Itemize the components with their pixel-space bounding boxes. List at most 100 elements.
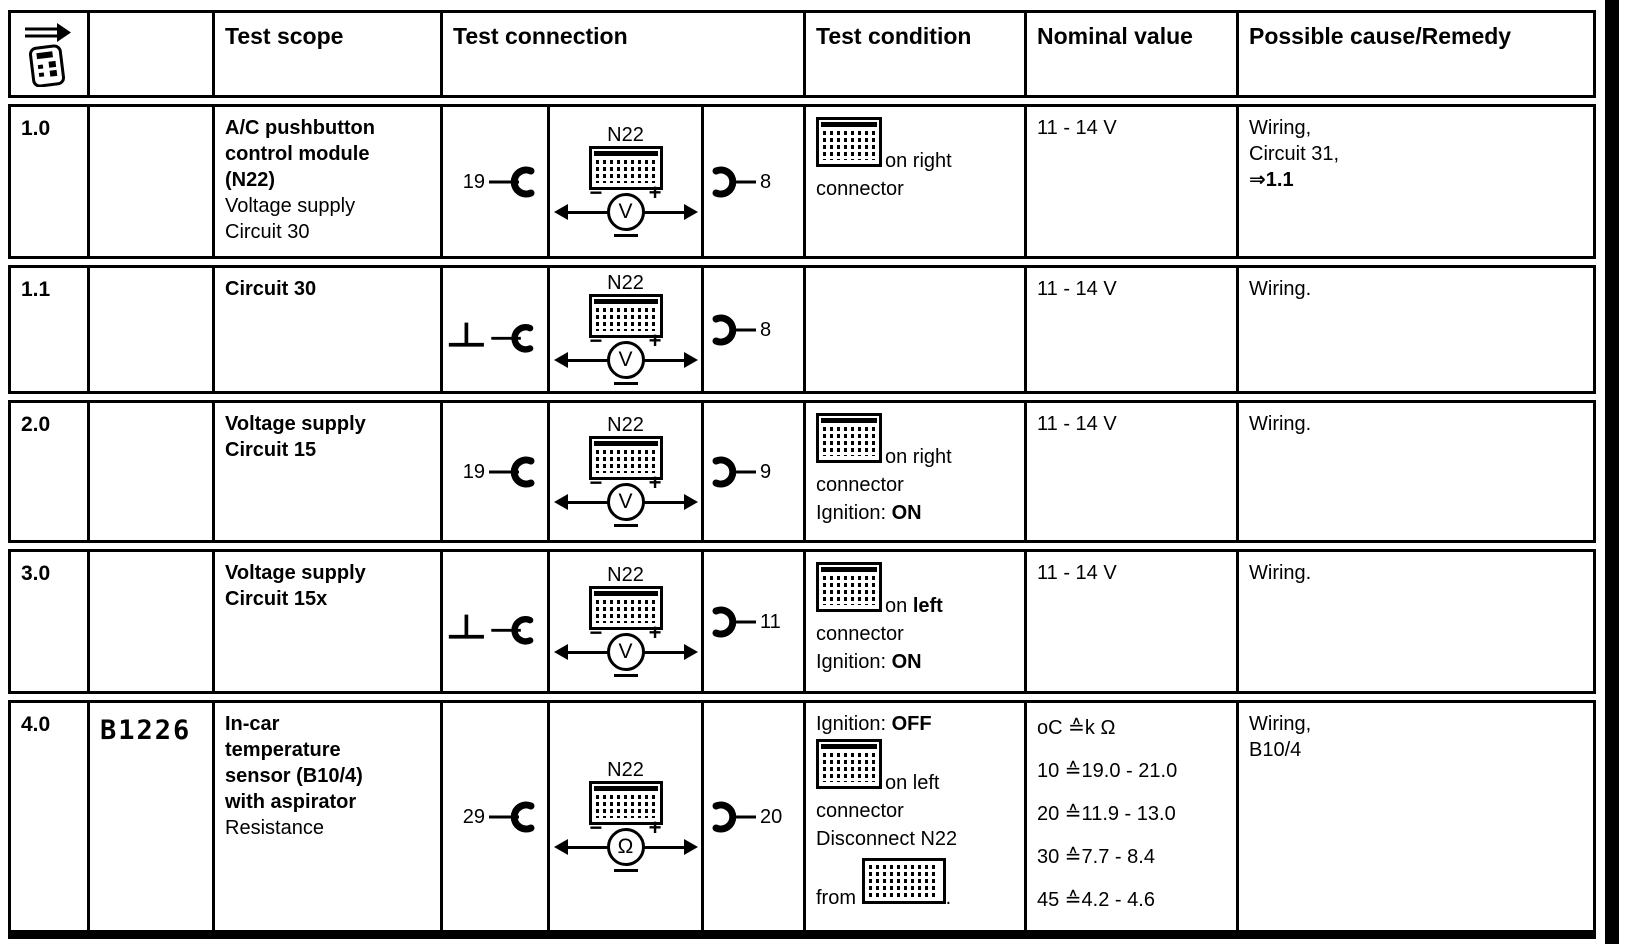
table-row: 1.0 A/C pushbutton control module (N22) … — [8, 104, 1596, 259]
connector-icon — [816, 562, 882, 612]
module-connector-icon — [588, 146, 663, 190]
minus-sign: − — [589, 328, 603, 353]
voltmeter-icon: − + V — [552, 328, 700, 387]
condition-ignition: Ignition: ON — [816, 651, 922, 673]
test-scope-cell: A/C pushbutton control module (N22) Volt… — [212, 107, 440, 256]
test-scope-cell: Voltage supply Circuit 15 — [212, 403, 440, 540]
module-label: N22 — [607, 124, 644, 146]
condition-text: on left — [885, 595, 943, 617]
minus-sign: − — [589, 620, 603, 645]
meter-cell: N22 − + V — [547, 552, 701, 691]
right-pin-cell: 11 — [701, 552, 803, 691]
fault-code — [87, 107, 212, 256]
ohmmeter-icon: − + Ω — [552, 815, 700, 874]
condition-ignition: Ignition: OFF — [816, 713, 932, 735]
left-pin-number: 29 — [462, 805, 485, 828]
fault-code — [87, 403, 212, 540]
arrow-right-icon — [683, 352, 698, 368]
condition-text: connector — [816, 800, 904, 822]
header-tester-cell — [11, 13, 87, 95]
meter-cell: N22 − + Ω — [547, 703, 701, 930]
left-pin-cell: 19 — [440, 107, 547, 256]
header-possible-cause: Possible cause/Remedy — [1236, 13, 1593, 95]
meter-letter: V — [618, 348, 633, 372]
meter-letter: V — [618, 640, 633, 664]
socket-probe-icon — [712, 166, 756, 197]
test-condition-cell: Ignition: OFF on left connector Disconne… — [803, 703, 1024, 930]
condition-text: connector — [816, 474, 904, 496]
test-condition-cell — [803, 268, 1024, 391]
right-pin-number: 8 — [760, 170, 772, 193]
arrow-left-icon — [553, 204, 568, 220]
module-label: N22 — [607, 414, 644, 436]
plus-sign: + — [648, 470, 662, 495]
condition-text: on right — [885, 446, 952, 468]
step-number: 2.0 — [21, 413, 51, 436]
scope-title: In-car temperature sensor (B10/4) with a… — [225, 713, 363, 813]
plus-sign: + — [648, 180, 662, 205]
nominal-value-cell: 11 - 14 V — [1024, 107, 1236, 256]
table-header-row: Test scope Test connection Test conditio… — [8, 10, 1596, 98]
test-scope-cell: Circuit 30 — [212, 268, 440, 391]
header-test-connection: Test connection — [440, 13, 803, 95]
arrow-left-icon — [553, 839, 568, 855]
socket-probe-icon — [712, 314, 756, 345]
condition-ignition: Ignition: ON — [816, 502, 922, 524]
connector-icon — [861, 858, 946, 904]
socket-probe-icon — [489, 801, 535, 832]
impulse-counter-icon — [25, 23, 71, 87]
test-condition-cell: on left connector Ignition: ON — [803, 552, 1024, 691]
scope-title: Circuit 30 — [225, 278, 317, 300]
condition-text: on left — [885, 772, 940, 794]
table-row: 3.0 Voltage supply Circuit 15x N22 − — [8, 549, 1596, 694]
socket-probe-icon — [712, 606, 756, 637]
fault-code — [87, 268, 212, 391]
scope-title: A/C pushbutton control module (N22) — [225, 117, 375, 191]
right-pin-cell: 20 — [701, 703, 803, 930]
step-number: 1.1 — [21, 278, 51, 301]
right-pin-number: 11 — [760, 610, 781, 633]
meter-letter: V — [618, 200, 633, 224]
left-pin-cell — [440, 268, 547, 391]
possible-cause-cell: Wiring, B10/4 — [1236, 703, 1593, 930]
socket-probe-icon — [712, 801, 756, 832]
cause-reference: ⇒1.1 — [1249, 169, 1294, 191]
meter-cell: N22 − + V — [547, 403, 701, 540]
ground-probe-icon — [448, 322, 534, 353]
test-condition-cell: on right connector Ignition: ON — [803, 403, 1024, 540]
left-pin-cell: 19 — [440, 403, 547, 540]
condition-from-line: from . — [816, 858, 1014, 911]
table-row: 2.0 Voltage supply Circuit 15 19 N22 — [8, 400, 1596, 543]
test-scope-cell: Voltage supply Circuit 15x — [212, 552, 440, 691]
possible-cause-cell: Wiring. — [1236, 268, 1593, 391]
plus-sign: + — [648, 328, 662, 353]
module-connector-icon — [588, 294, 663, 338]
right-pin-cell: 8 — [701, 107, 803, 256]
voltmeter-icon: − + V — [552, 620, 700, 679]
ground-probe-icon — [448, 614, 534, 645]
nominal-value-cell: 11 - 14 V — [1024, 268, 1236, 391]
arrow-right-icon — [683, 644, 698, 660]
right-pin-number: 20 — [760, 805, 783, 828]
fault-code: B1226 — [87, 703, 212, 930]
meter-cell: N22 − + V — [547, 107, 701, 256]
connector-icon — [816, 413, 882, 463]
connector-icon — [816, 739, 882, 789]
left-pin-number: 19 — [462, 170, 485, 193]
right-pin-number: 8 — [760, 318, 772, 341]
cause-text: Wiring, Circuit 31, — [1249, 117, 1340, 165]
voltmeter-icon: − + V — [552, 180, 700, 239]
scope-subtitle: Voltage supply Circuit 30 — [225, 195, 356, 243]
voltmeter-icon: − + V — [552, 470, 700, 529]
header-test-scope: Test scope — [212, 13, 440, 95]
arrow-right-icon — [683, 494, 698, 510]
header-test-condition: Test condition — [803, 13, 1024, 95]
header-nominal-value: Nominal value — [1024, 13, 1236, 95]
arrow-left-icon — [553, 494, 568, 510]
possible-cause-cell: Wiring, Circuit 31, ⇒1.1 — [1236, 107, 1593, 256]
right-pin-number: 9 — [760, 460, 772, 483]
module-connector-icon — [588, 781, 663, 825]
minus-sign: − — [589, 815, 603, 840]
arrow-right-icon — [683, 204, 698, 220]
table-row: 4.0 B1226 In-car temperature sensor (B10… — [8, 700, 1596, 939]
